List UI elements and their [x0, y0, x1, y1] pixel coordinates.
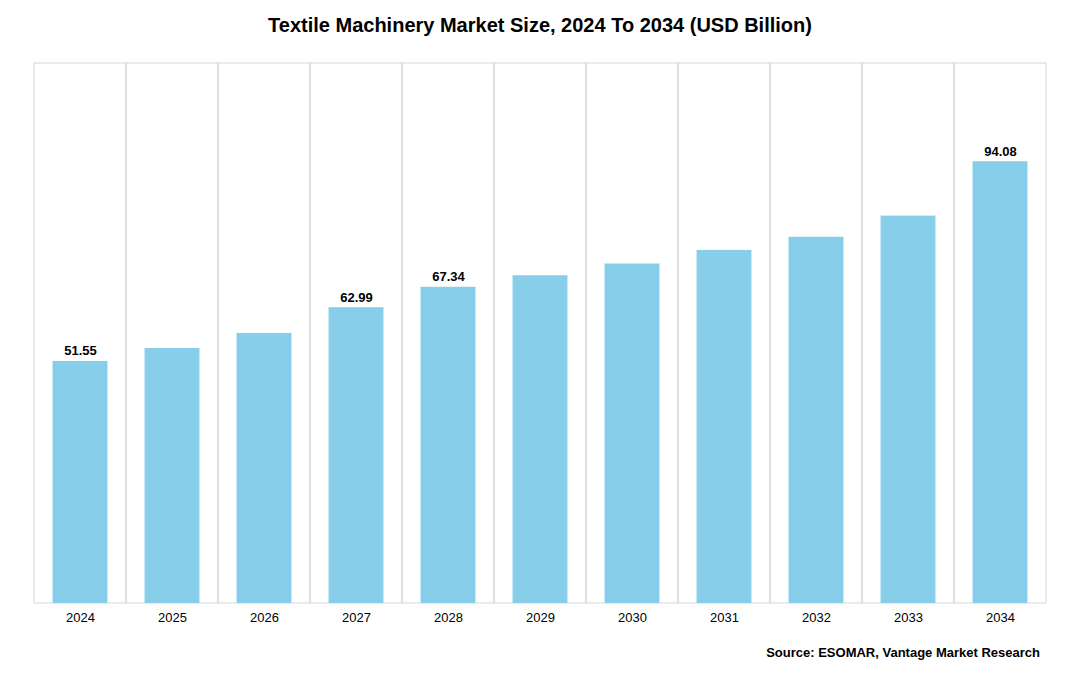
svg-text:2033: 2033	[894, 610, 923, 625]
svg-text:51.55: 51.55	[64, 343, 97, 358]
svg-text:2029: 2029	[526, 610, 555, 625]
svg-text:2027: 2027	[342, 610, 371, 625]
svg-text:2028: 2028	[434, 610, 463, 625]
svg-text:67.34: 67.34	[432, 269, 465, 284]
svg-text:2025: 2025	[158, 610, 187, 625]
html-text:Textile Machinery Market Size,: Textile Machinery Market Size, 2024 To 2…	[268, 14, 812, 36]
svg-text:2026: 2026	[250, 610, 279, 625]
svg-text:2034: 2034	[986, 610, 1015, 625]
svg-text:2030: 2030	[618, 610, 647, 625]
html-text:Source: ESOMAR, Vantage Market: Source: ESOMAR, Vantage Market Research	[766, 645, 1040, 660]
svg-text:62.99: 62.99	[340, 290, 373, 305]
svg-text:2031: 2031	[710, 610, 739, 625]
svg-text:94.08: 94.08	[984, 144, 1017, 159]
svg-text:2024: 2024	[66, 610, 95, 625]
svg-text:2032: 2032	[802, 610, 831, 625]
